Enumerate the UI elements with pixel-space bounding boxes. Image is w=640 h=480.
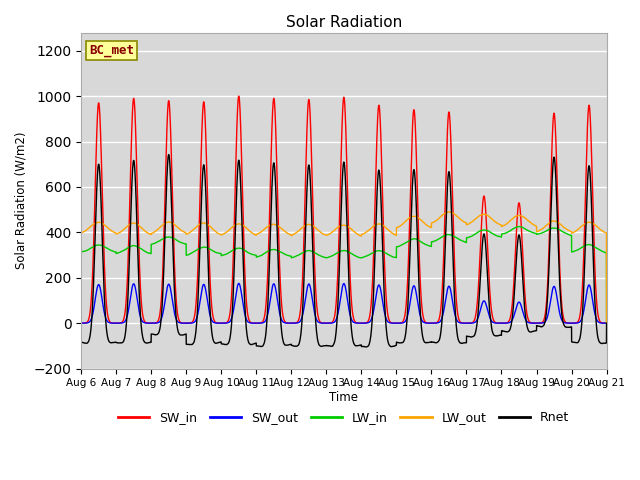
Rnet <box>77 339 85 345</box>
LW_in <box>461 239 469 245</box>
Line: LW_out: LW_out <box>81 212 607 323</box>
Rnet <box>172 309 179 314</box>
SW_in <box>77 320 85 326</box>
SW_in <box>172 287 179 293</box>
SW_out <box>77 320 85 326</box>
SW_out <box>235 280 243 286</box>
LW_in <box>433 238 440 243</box>
Rnet <box>433 340 440 346</box>
Rnet <box>461 340 469 346</box>
SW_in <box>602 320 610 326</box>
SW_out <box>492 320 499 326</box>
LW_out <box>603 320 611 326</box>
LW_out <box>445 209 452 215</box>
SW_out <box>172 314 179 320</box>
LW_out <box>492 219 499 225</box>
SW_out <box>433 320 440 326</box>
LW_out <box>602 230 610 236</box>
LW_out <box>324 232 332 238</box>
SW_in <box>492 320 499 325</box>
LW_in <box>324 254 332 260</box>
Rnet <box>602 340 610 346</box>
LW_in <box>77 249 85 255</box>
SW_in <box>433 320 440 325</box>
Line: SW_out: SW_out <box>81 283 607 323</box>
LW_out <box>433 217 440 223</box>
Title: Solar Radiation: Solar Radiation <box>285 15 402 30</box>
Rnet <box>603 320 611 326</box>
SW_in <box>324 320 332 326</box>
Rnet <box>165 152 173 157</box>
LW_out <box>77 230 85 236</box>
SW_in <box>235 93 243 99</box>
Legend: SW_in, SW_out, LW_in, LW_out, Rnet: SW_in, SW_out, LW_in, LW_out, Rnet <box>113 407 575 430</box>
Rnet <box>492 333 499 339</box>
SW_in <box>603 320 611 326</box>
Line: LW_in: LW_in <box>81 227 607 323</box>
SW_in <box>461 320 469 326</box>
LW_in <box>492 232 499 238</box>
Line: SW_in: SW_in <box>81 96 607 323</box>
X-axis label: Time: Time <box>330 391 358 404</box>
LW_out <box>461 220 469 226</box>
LW_in <box>516 224 524 229</box>
SW_out <box>461 320 469 326</box>
Rnet <box>362 344 370 350</box>
LW_in <box>603 320 611 326</box>
Rnet <box>324 343 332 348</box>
Text: BC_met: BC_met <box>89 44 134 57</box>
LW_out <box>172 223 179 228</box>
LW_in <box>172 237 179 242</box>
SW_out <box>324 320 332 326</box>
Line: Rnet: Rnet <box>81 155 607 347</box>
SW_out <box>602 320 610 326</box>
Y-axis label: Solar Radiation (W/m2): Solar Radiation (W/m2) <box>15 132 28 269</box>
SW_out <box>603 320 611 326</box>
LW_in <box>602 250 610 256</box>
